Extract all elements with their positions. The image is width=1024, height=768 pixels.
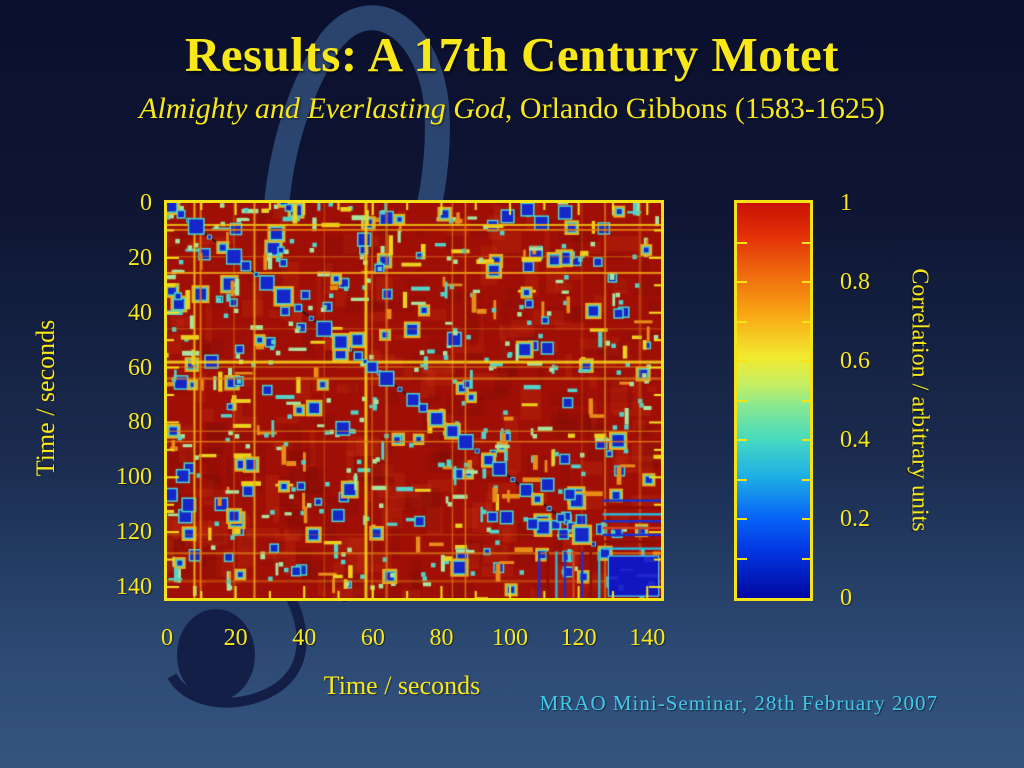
x-axis-title: Time / seconds xyxy=(323,671,481,700)
colorbar-tick xyxy=(737,399,747,402)
colorbar-tick-label: 0.4 xyxy=(840,427,870,453)
x-tick-label: 140 xyxy=(629,625,666,651)
x-tick-label: 40 xyxy=(292,625,317,651)
colorbar-tick xyxy=(802,241,810,244)
colorbar-tick xyxy=(737,478,747,481)
plot-frame xyxy=(164,200,664,601)
y-tick-label: 100 xyxy=(116,464,152,491)
subtitle-composer: , Orlando Gibbons (1583-1625) xyxy=(504,92,885,125)
colorbar-tick xyxy=(802,518,810,520)
colorbar-tick xyxy=(737,281,747,283)
colorbar-tick xyxy=(737,439,747,441)
y-tick-label: 140 xyxy=(116,574,152,601)
x-tick-label: 100 xyxy=(492,625,529,651)
colorbar-tick-label: 0.8 xyxy=(840,269,870,295)
colorbar-tick xyxy=(737,320,747,323)
colorbar-title: Correlation / arbitrary units xyxy=(906,268,933,532)
colorbar-tick xyxy=(802,478,810,481)
correlation-heatmap-canvas xyxy=(167,203,661,598)
footer-credit: MRAO Mini-Seminar, 28th February 2007 xyxy=(539,691,938,715)
y-tick-label: 120 xyxy=(116,519,152,546)
x-tick-label: 120 xyxy=(560,625,597,651)
clef-spiral-ball xyxy=(177,609,255,701)
y-tick-label: 40 xyxy=(128,299,152,326)
colorbar-tick-label: 1 xyxy=(840,190,852,216)
x-tick-label: 0 xyxy=(161,625,173,651)
colorbar-tick xyxy=(737,241,747,244)
slide-subtitle: Almighty and Everlasting God, Orlando Gi… xyxy=(0,92,1024,126)
y-tick-label: 80 xyxy=(128,409,152,436)
colorbar-tick-label: 0 xyxy=(840,585,852,611)
colorbar-tick xyxy=(802,557,810,560)
colorbar-tick-label: 0.2 xyxy=(840,506,870,532)
y-tick-label: 0 xyxy=(140,190,152,216)
colorbar-tick xyxy=(737,360,747,362)
clef-spiral-tail xyxy=(167,593,307,708)
x-tick-label: 80 xyxy=(429,625,454,651)
x-tick-label: 20 xyxy=(223,625,248,651)
x-tick-label: 60 xyxy=(360,625,385,651)
colorbar-tick xyxy=(802,281,810,283)
colorbar-tick xyxy=(737,557,747,560)
y-tick-label: 60 xyxy=(128,354,152,381)
colorbar-tick xyxy=(802,439,810,441)
slide-title: Results: A 17th Century Motet xyxy=(184,27,840,82)
subtitle-work-name: Almighty and Everlasting God xyxy=(139,92,505,125)
colorbar-tick xyxy=(802,399,810,402)
colorbar-tick-label: 0.6 xyxy=(840,348,870,374)
colorbar-tick xyxy=(802,320,810,323)
y-tick-label: 20 xyxy=(128,244,152,271)
colorbar-tick xyxy=(802,360,810,362)
y-axis-title: Time / seconds xyxy=(31,319,60,477)
colorbar-tick xyxy=(737,518,747,520)
colorbar xyxy=(734,200,813,601)
